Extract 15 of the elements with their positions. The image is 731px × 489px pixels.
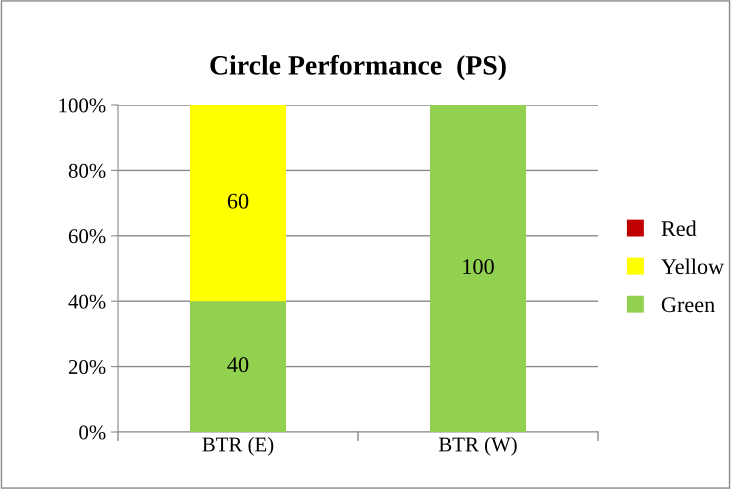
- legend-label: Green: [662, 297, 715, 312]
- x-tick-label: BTR (E): [202, 436, 274, 456]
- legend-label: Yellow: [661, 258, 724, 274]
- y-tick-label: 60%: [68, 229, 106, 244]
- y-tick-label: 20%: [68, 360, 106, 374]
- y-tick-label: 40%: [68, 294, 106, 309]
- y-tick-label: 80%: [68, 164, 106, 178]
- data-label: 60: [228, 194, 248, 209]
- data-label: 40: [227, 357, 248, 372]
- y-tick-label: 0%: [79, 425, 106, 440]
- data-label: 100: [463, 259, 494, 274]
- chart-title: Circle Performance (PS): [210, 54, 506, 80]
- y-tick-label: 100%: [59, 98, 106, 112]
- x-tick-label: BTR (W): [438, 436, 517, 456]
- legend-label: Red: [662, 220, 696, 236]
